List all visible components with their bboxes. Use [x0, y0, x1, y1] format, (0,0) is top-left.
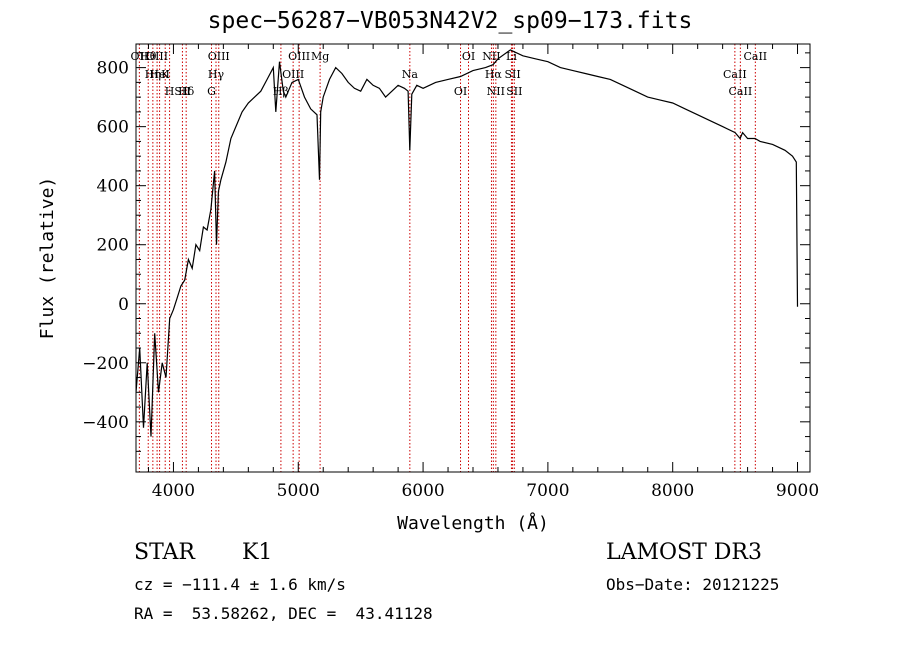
line-marker-label-8: H [165, 85, 175, 98]
y-axis-label: Flux (relative) [37, 177, 58, 340]
line-marker-label-6: OIII [146, 50, 168, 63]
line-marker-label-18: OI [462, 50, 475, 63]
x-axis-label: Wavelength (Å) [397, 512, 549, 534]
line-marker-label-12: OIII [288, 50, 310, 63]
spectrum-line-0 [136, 49, 799, 437]
line-marker-label-22: SII [504, 68, 520, 81]
line-marker-label-13: OIII [282, 68, 304, 81]
coordinates: RA = 53.58262, DEC = 43.41128 [134, 604, 433, 623]
line-marker-label-15: Mg [311, 50, 329, 63]
line-marker-label-0: Hθ [140, 50, 157, 63]
y-tick-label-4: 400 [97, 177, 129, 197]
redshift-velocity: cz = −111.4 ± 1.6 km/s [134, 575, 346, 594]
line-marker-label-26: CaII [729, 85, 753, 98]
x-tick-label-5: 9000 [776, 481, 819, 501]
y-tick-label-3: 200 [97, 236, 129, 256]
y-tick-label-5: 600 [97, 118, 129, 138]
line-marker-label-25: CaII [723, 68, 747, 81]
line-marker-label-4: HeI [149, 68, 169, 81]
line-marker-label-24: Li [506, 50, 517, 63]
line-marker-label-9: OIII [208, 50, 230, 63]
line-marker-label-7: Hη [145, 68, 161, 81]
observation-date: Obs−Date: 20121225 [606, 575, 780, 594]
survey-name: LAMOST DR3 [606, 540, 762, 565]
y-tick-label-0: −400 [82, 413, 129, 433]
plot-frame [135, 43, 811, 473]
line-marker-label-17: OI [454, 85, 467, 98]
x-tick-label-2: 6000 [401, 481, 444, 501]
line-marker-label-1: K [161, 68, 170, 81]
x-tick-label-0: 4000 [152, 481, 195, 501]
object-subclass: K1 [242, 540, 273, 565]
line-marker-label-19: Hα [485, 68, 503, 81]
line-marker-label-3: OII [131, 50, 149, 63]
chart-title: spec−56287−VB053N42V2_sp09−173.fits [207, 8, 693, 34]
line-marker-label-16: Na [402, 68, 419, 81]
line-marker-label-10: Hγ [208, 68, 225, 81]
line-marker-label-11: G [207, 85, 216, 98]
line-marker-label-23: SII [506, 85, 522, 98]
line-marker-label-27: CaII [743, 50, 767, 63]
object-class: STAR [134, 540, 195, 565]
line-marker-label-2: Hδ [178, 85, 195, 98]
x-tick-label-3: 7000 [526, 481, 569, 501]
x-tick-label-4: 8000 [651, 481, 694, 501]
y-tick-label-2: 0 [118, 295, 129, 315]
line-marker-label-5: SII [174, 85, 190, 98]
line-marker-label-20: NII [487, 85, 505, 98]
y-tick-label-6: 800 [97, 59, 129, 79]
y-tick-label-1: −200 [82, 354, 129, 374]
line-marker-label-21: NII [482, 50, 500, 63]
x-tick-label-1: 5000 [277, 481, 320, 501]
